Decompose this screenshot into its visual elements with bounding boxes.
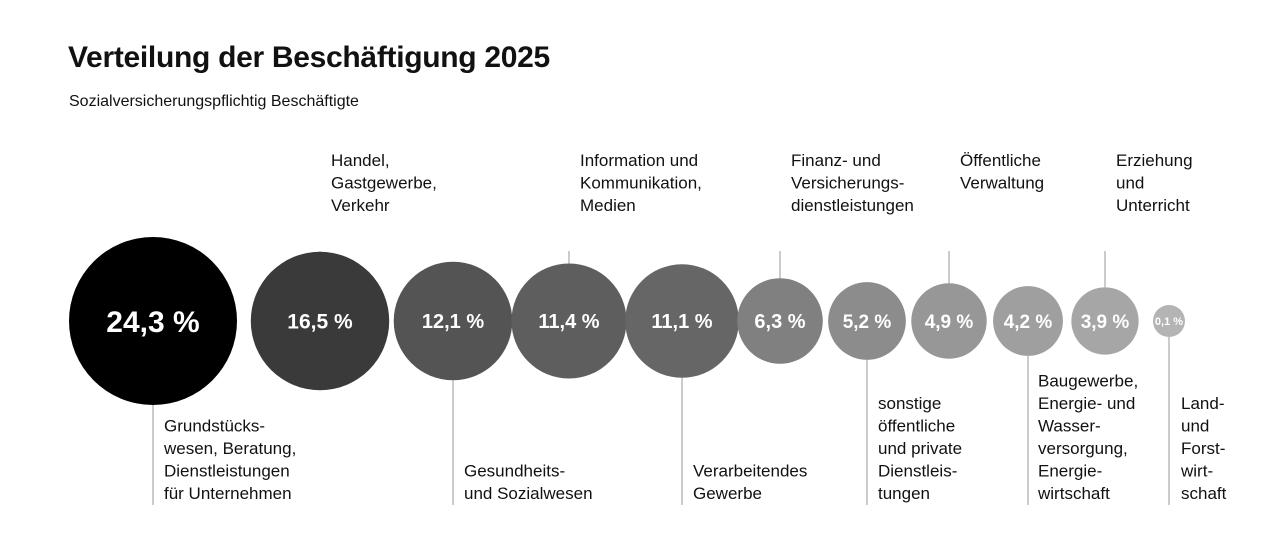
category-label: Gesundheits-und Sozialwesen xyxy=(464,462,593,504)
category-label-line: tungen xyxy=(878,484,930,503)
category-label: Öffentliche Verwaltung xyxy=(960,151,1044,193)
chart-subtitle: Sozialversicherungspflichtig Beschäftigt… xyxy=(69,93,359,110)
category-label-line: Unterricht xyxy=(1116,196,1190,215)
category-label-line: und Sozialwesen xyxy=(464,484,593,503)
category-label-line: Information und xyxy=(580,151,698,170)
bubble-value-label: 4,2 % xyxy=(1004,312,1053,333)
bubble xyxy=(1153,305,1185,337)
bubble xyxy=(737,278,823,364)
category-label: Baugewerbe, Energie- und Wasser-versorgung… xyxy=(1037,372,1138,504)
category-label-line: wesen, Beratung, xyxy=(163,439,296,458)
category-label-line: schaft xyxy=(1181,484,1227,503)
bubble xyxy=(993,286,1063,356)
bubble xyxy=(1071,287,1139,355)
bubble xyxy=(250,251,390,391)
bubble-group: 4,9 % Öffentliche Verwaltung xyxy=(911,151,1044,359)
bubble-group: 6,3 % Finanz- und Versicherungs-dienstleis… xyxy=(737,151,914,364)
category-label-line: Energie- und xyxy=(1038,394,1135,413)
category-label-line: Land- xyxy=(1181,394,1224,413)
category-label: Erziehung und Unterricht xyxy=(1116,151,1193,215)
category-label: Finanz- und Versicherungs-dienstleistunge… xyxy=(791,151,914,215)
category-label: Information und Kommunikation, Medien xyxy=(580,151,702,215)
category-label-line: Erziehung xyxy=(1116,151,1193,170)
bubble xyxy=(828,282,906,360)
category-label-line: dienstleistungen xyxy=(791,196,914,215)
bubble xyxy=(393,261,513,381)
bubble-group: 0,1 % Land-und Forst-wirt-schaft xyxy=(1153,305,1227,505)
bubble-value-label: 16,5 % xyxy=(287,311,353,334)
bubble-group: 5,2 % sonstige öffentliche und private Diens… xyxy=(828,282,962,505)
category-label-line: Gewerbe xyxy=(693,484,762,503)
category-label-line: Verkehr xyxy=(331,196,390,215)
category-label-line: für Unternehmen xyxy=(164,484,292,503)
category-label-line: Baugewerbe, xyxy=(1038,372,1138,391)
category-label-line: Verarbeitendes xyxy=(693,462,807,481)
bubble-value-label: 12,1 % xyxy=(422,311,484,333)
category-label-line: Wasser- xyxy=(1038,417,1101,436)
category-label-line: und xyxy=(1181,417,1209,436)
category-label-line: Verwaltung xyxy=(960,174,1044,193)
category-label-line: Kommunikation, xyxy=(580,174,702,193)
category-label-line: Dienstleis- xyxy=(878,462,957,481)
bubble-group: 11,1 % Verarbeitendes Gewerbe xyxy=(625,264,807,505)
category-label-line: öffentliche xyxy=(878,417,955,436)
chart-title: Verteilung der Beschäftigung 2025 xyxy=(68,41,550,74)
category-label: Verarbeitendes Gewerbe xyxy=(693,462,807,504)
category-label-line: Gastgewerbe, xyxy=(331,174,437,193)
category-label-line: Handel, xyxy=(331,151,390,170)
category-label: sonstige öffentliche und private Dienstleis… xyxy=(878,394,962,503)
category-label-line: Forst- xyxy=(1181,439,1225,458)
bubble-value-label: 3,9 % xyxy=(1081,312,1130,333)
category-label-line: Dienstleistungen xyxy=(164,462,290,481)
category-label-line: Öffentliche xyxy=(960,151,1041,170)
category-label-line: und private xyxy=(878,439,962,458)
bubble-value-label: 24,3 % xyxy=(106,306,199,339)
bubble-group: 16,5 % Handel, Gastgewerbe, Verkehr xyxy=(250,151,437,391)
bubble xyxy=(511,263,627,379)
bubble-group: 3,9 % Erziehung und Unterricht xyxy=(1071,151,1193,355)
bubble-value-label: 11,4 % xyxy=(538,311,599,333)
bubble-group: 4,2 % Baugewerbe, Energie- und Wasser-verso… xyxy=(993,286,1138,505)
bubble-group: 24,3 % Grundstücks-wesen, Beratung, Dienst… xyxy=(69,237,296,505)
category-label-line: Finanz- und xyxy=(791,151,881,170)
category-label-line: Gesundheits- xyxy=(464,462,565,481)
bubble-value-label: 5,2 % xyxy=(843,312,892,333)
category-label-line: Versicherungs- xyxy=(791,174,904,193)
category-label-line: wirt- xyxy=(1180,462,1213,481)
category-label-line: sonstige xyxy=(878,394,941,413)
bubble-value-label: 6,3 % xyxy=(754,311,805,333)
bubble-value-label: 11,1 % xyxy=(651,311,712,333)
bubble-value-label: 0,1 % xyxy=(1155,316,1183,328)
bubble xyxy=(625,264,739,378)
bubble xyxy=(911,283,987,359)
category-label-line: Grundstücks- xyxy=(164,417,265,436)
category-label: Grundstücks-wesen, Beratung, Dienstleistu… xyxy=(163,417,296,504)
bubble-value-label: 4,9 % xyxy=(925,312,974,333)
category-label-line: wirtschaft xyxy=(1037,484,1110,503)
category-label-line: versorgung, xyxy=(1038,439,1128,458)
category-label: Handel, Gastgewerbe, Verkehr xyxy=(331,151,437,215)
category-label-line: Energie- xyxy=(1038,462,1102,481)
bubble-group: 12,1 % Gesundheits-und Sozialwesen xyxy=(393,261,593,505)
bubble-group: 11,4 % Information und Kommunikation, Medie… xyxy=(511,151,702,379)
category-label-line: und xyxy=(1116,174,1144,193)
category-label-line: Medien xyxy=(580,196,636,215)
bubble xyxy=(69,237,237,405)
category-label: Land-und Forst-wirt-schaft xyxy=(1180,394,1227,503)
